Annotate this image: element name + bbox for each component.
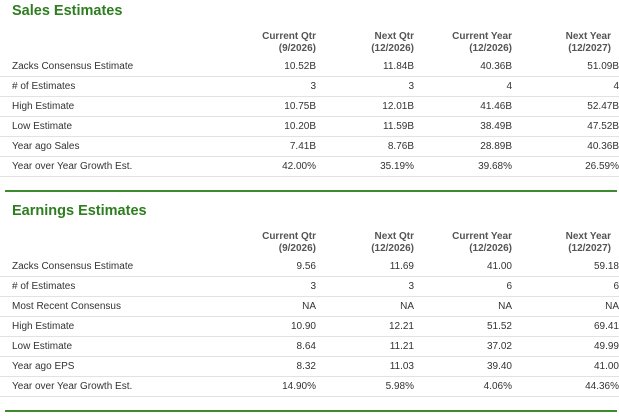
row-value: 40.36B	[512, 136, 619, 157]
row-value: 28.89B	[414, 136, 512, 157]
row-value: 35.19%	[316, 156, 414, 177]
row-value: NA	[198, 296, 316, 317]
row-value: 11.84B	[316, 57, 414, 77]
row-value: 5.98%	[316, 376, 414, 397]
sales-estimates-title: Sales Estimates	[12, 3, 123, 19]
row-value: 11.69	[316, 257, 414, 277]
row-label: Low Estimate	[0, 336, 198, 357]
table-row: Zacks Consensus Estimate 10.52B 11.84B 40.3…	[0, 57, 619, 77]
earnings-estimates-table: Zacks Consensus Estimate 9.56 11.69 41.00 59…	[0, 257, 619, 397]
table-row: Zacks Consensus Estimate 9.56 11.69 41.00 59…	[0, 257, 619, 277]
row-value: 8.32	[198, 356, 316, 377]
table-row: Year ago Sales 7.41B 8.76B 28.89B 40.36B	[0, 136, 619, 157]
header-current-year: Current Year (12/2026)	[452, 31, 512, 54]
row-value: 69.41	[512, 316, 619, 337]
table-row: # of Estimates 3 3 6 6	[0, 276, 619, 297]
table-row: Low Estimate 10.20B 11.59B 38.49B 47.52B	[0, 116, 619, 137]
row-label: Year ago Sales	[0, 136, 198, 157]
row-value: 4	[512, 76, 619, 97]
row-value: 3	[198, 276, 316, 297]
sales-section-divider	[5, 190, 617, 192]
earnings-estimates-title: Earnings Estimates	[12, 203, 147, 219]
row-value: 14.90%	[198, 376, 316, 397]
row-value: 4.06%	[414, 376, 512, 397]
row-value: 10.52B	[198, 57, 316, 77]
row-value: 10.20B	[198, 116, 316, 137]
table-row: Year over Year Growth Est. 14.90% 5.98% 4.0…	[0, 376, 619, 397]
header-next-year: Next Year (12/2027)	[565, 31, 611, 54]
row-value: 49.99	[512, 336, 619, 357]
row-value: 59.18	[512, 257, 619, 277]
row-value: 41.00	[414, 257, 512, 277]
table-row: Low Estimate 8.64 11.21 37.02 49.99	[0, 336, 619, 357]
header-next-qtr: Next Qtr (12/2026)	[371, 231, 414, 254]
row-value: 6	[512, 276, 619, 297]
row-label: # of Estimates	[0, 76, 198, 97]
table-row: High Estimate 10.90 12.21 51.52 69.41	[0, 316, 619, 337]
row-value: 4	[414, 76, 512, 97]
header-current-qtr: Current Qtr (9/2026)	[262, 231, 316, 254]
row-label: High Estimate	[0, 316, 198, 337]
header-next-year: Next Year (12/2027)	[565, 231, 611, 254]
sales-estimates-table: Zacks Consensus Estimate 10.52B 11.84B 40.3…	[0, 57, 619, 177]
row-value: 10.90	[198, 316, 316, 337]
row-value: 38.49B	[414, 116, 512, 137]
row-value: 39.68%	[414, 156, 512, 177]
row-value: 7.41B	[198, 136, 316, 157]
row-value: 51.52	[414, 316, 512, 337]
table-row: Year over Year Growth Est. 42.00% 35.19% 39…	[0, 156, 619, 177]
row-value: 3	[198, 76, 316, 97]
table-row: Most Recent Consensus NA NA NA NA	[0, 296, 619, 317]
row-value: 11.59B	[316, 116, 414, 137]
row-label: Year over Year Growth Est.	[0, 376, 198, 397]
row-value: 26.59%	[512, 156, 619, 177]
row-value: 44.36%	[512, 376, 619, 397]
table-row: # of Estimates 3 3 4 4	[0, 76, 619, 97]
row-value: 37.02	[414, 336, 512, 357]
row-label: Year over Year Growth Est.	[0, 156, 198, 177]
row-value: 40.36B	[414, 57, 512, 77]
header-current-qtr: Current Qtr (9/2026)	[262, 31, 316, 54]
row-value: 12.21	[316, 316, 414, 337]
earnings-section-divider	[5, 410, 617, 412]
row-label: Most Recent Consensus	[0, 296, 198, 317]
row-value: 9.56	[198, 257, 316, 277]
row-value: 39.40	[414, 356, 512, 377]
row-label: Low Estimate	[0, 116, 198, 137]
row-value: 6	[414, 276, 512, 297]
row-value: 11.21	[316, 336, 414, 357]
row-label: Year ago EPS	[0, 356, 198, 377]
row-value: 11.03	[316, 356, 414, 377]
table-row: Year ago EPS 8.32 11.03 39.40 41.00	[0, 356, 619, 377]
sales-table-header: Current Qtr (9/2026) Next Qtr (12/2026) …	[0, 31, 619, 57]
header-next-qtr: Next Qtr (12/2026)	[371, 31, 414, 54]
row-value: 8.76B	[316, 136, 414, 157]
row-label: Zacks Consensus Estimate	[0, 57, 198, 77]
row-label: # of Estimates	[0, 276, 198, 297]
row-value: NA	[512, 296, 619, 317]
row-value: 41.46B	[414, 96, 512, 117]
row-value: 10.75B	[198, 96, 316, 117]
row-label: High Estimate	[0, 96, 198, 117]
row-value: 41.00	[512, 356, 619, 377]
row-value: 8.64	[198, 336, 316, 357]
row-value: NA	[316, 296, 414, 317]
row-value: 51.09B	[512, 57, 619, 77]
table-row: High Estimate 10.75B 12.01B 41.46B 52.47B	[0, 96, 619, 117]
row-value: 3	[316, 76, 414, 97]
row-value: 42.00%	[198, 156, 316, 177]
row-value: 12.01B	[316, 96, 414, 117]
header-current-year: Current Year (12/2026)	[452, 231, 512, 254]
row-value: 3	[316, 276, 414, 297]
earnings-table-header: Current Qtr (9/2026) Next Qtr (12/2026) …	[0, 231, 619, 257]
row-label: Zacks Consensus Estimate	[0, 257, 198, 277]
row-value: 52.47B	[512, 96, 619, 117]
row-value: 47.52B	[512, 116, 619, 137]
row-value: NA	[414, 296, 512, 317]
